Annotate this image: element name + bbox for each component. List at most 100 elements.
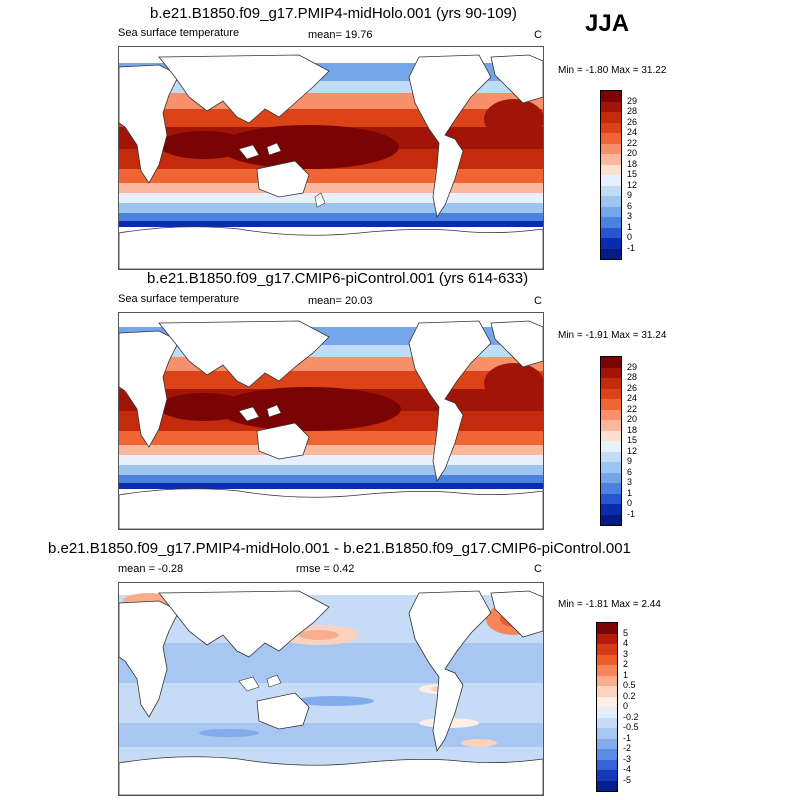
colorbar-tick-label: -1 xyxy=(627,242,636,253)
panel1-title: b.e21.B1850.f09_g17.PMIP4-midHolo.001 (y… xyxy=(150,5,517,22)
colorbar-tick-label: 0 xyxy=(623,701,629,711)
asia-land xyxy=(158,320,330,388)
colorbar-swatch xyxy=(601,143,621,154)
colorbar-tick-label: 26 xyxy=(627,382,638,393)
colorbar-swatch xyxy=(601,185,621,196)
panel1-sst-map xyxy=(118,46,544,270)
colorbar-swatch xyxy=(597,717,617,728)
panel3-colorbar-swatches xyxy=(596,622,618,792)
colorbar-tick-label: 22 xyxy=(627,137,638,148)
colorbar-tick-label: -3 xyxy=(623,753,632,764)
colorbar-tick-label: 18 xyxy=(627,158,638,169)
colorbar-swatch xyxy=(597,728,617,739)
colorbar-swatch xyxy=(601,101,621,112)
colorbar-swatch xyxy=(601,504,621,515)
colorbar-tick-label: 0 xyxy=(627,232,633,242)
colorbar-swatch xyxy=(601,133,621,144)
colorbar-tick-label: 20 xyxy=(627,148,638,158)
colorbar-swatch xyxy=(597,665,617,676)
colorbar-swatch xyxy=(601,227,621,238)
colorbar-tick-label: 15 xyxy=(627,435,638,445)
antarctica-land xyxy=(119,488,543,529)
australia-land xyxy=(256,160,310,198)
colorbar-tick-label: -2 xyxy=(623,743,632,753)
panel2-units-label: C xyxy=(534,295,542,307)
panel3-difference-map xyxy=(118,582,544,796)
colorbar-swatch xyxy=(601,514,621,525)
antarctica-land xyxy=(119,756,543,795)
colorbar-tick-label: 6 xyxy=(627,466,633,477)
colorbar-tick-label: 24 xyxy=(627,127,638,137)
colorbar-tick-label: 29 xyxy=(627,361,638,372)
americas-land xyxy=(408,320,492,483)
colorbar-tick-label: 0 xyxy=(627,498,633,508)
colorbar-tick-label: 0.5 xyxy=(623,680,636,690)
colorbar-swatch xyxy=(597,675,617,686)
colorbar-swatch xyxy=(597,707,617,718)
panel3-mean-label: mean = -0.28 xyxy=(118,563,184,575)
colorbar-swatch xyxy=(601,388,621,399)
colorbar-swatch xyxy=(601,164,621,175)
colorbar-tick-label: 1 xyxy=(627,487,633,498)
panel1-mean-label: mean= 19.76 xyxy=(308,29,373,41)
colorbar-tick-label: -5 xyxy=(623,774,632,785)
panel3-minmax-label: Min = -1.81 Max = 2.44 xyxy=(558,599,661,610)
antarctic-cold-band xyxy=(119,219,543,227)
colorbar-tick-label: 3 xyxy=(623,648,629,659)
colorbar-tick-label: 12 xyxy=(627,445,638,456)
panel2-variable-label: Sea surface temperature xyxy=(118,293,240,305)
colorbar-swatch xyxy=(601,399,621,410)
panel1-minmax-label: Min = -1.80 Max = 31.22 xyxy=(558,65,667,76)
colorbar-swatch xyxy=(601,451,621,462)
americas-land xyxy=(408,54,492,219)
colorbar-swatch xyxy=(601,420,621,431)
colorbar-swatch xyxy=(601,483,621,494)
colorbar-swatch xyxy=(597,780,617,791)
colorbar-tick-label: 15 xyxy=(627,169,638,179)
panel2-sst-map xyxy=(118,312,544,530)
colorbar-tick-label: 2 xyxy=(623,659,629,669)
colorbar-tick-label: 18 xyxy=(627,424,638,435)
colorbar-swatch xyxy=(597,749,617,760)
colorbar-tick-label: 0.2 xyxy=(623,690,636,701)
colorbar-tick-label: -1 xyxy=(623,732,632,743)
colorbar-tick-label: 5 xyxy=(623,627,629,638)
colorbar-swatch xyxy=(601,196,621,207)
colorbar-swatch xyxy=(601,430,621,441)
colorbar-tick-label: 3 xyxy=(627,477,633,487)
asia-land xyxy=(158,590,330,658)
colorbar-tick-label: 9 xyxy=(627,456,633,466)
colorbar-swatch xyxy=(601,493,621,504)
panel2-minmax-label: Min = -1.91 Max = 31.24 xyxy=(558,330,667,341)
colorbar-swatch xyxy=(601,357,621,368)
asia-land xyxy=(158,54,330,124)
colorbar-tick-label: 1 xyxy=(627,221,633,232)
colorbar-swatch xyxy=(601,112,621,123)
panel2-mean-label: mean= 20.03 xyxy=(308,295,373,307)
colorbar-swatch xyxy=(601,175,621,186)
australia-land xyxy=(256,422,310,460)
colorbar-tick-label: 26 xyxy=(627,116,638,127)
colorbar-tick-label: -4 xyxy=(623,764,632,774)
colorbar-swatch xyxy=(597,633,617,644)
panel1-colorbar-swatches xyxy=(600,90,622,260)
colorbar-swatch xyxy=(597,738,617,749)
panel3-units-label: C xyxy=(534,563,542,575)
colorbar-swatch xyxy=(601,91,621,102)
colorbar-tick-label: 1 xyxy=(623,669,629,680)
panel1-units-label: C xyxy=(534,29,542,41)
australia-land xyxy=(256,692,310,730)
panel3-title: b.e21.B1850.f09_g17.PMIP4-midHolo.001 - … xyxy=(48,540,631,557)
colorbar-tick-label: 24 xyxy=(627,393,638,403)
panel2-title: b.e21.B1850.f09_g17.CMIP6-piControl.001 … xyxy=(147,270,529,287)
colorbar-swatch xyxy=(597,654,617,665)
colorbar-swatch xyxy=(601,238,621,249)
colorbar-swatch xyxy=(597,770,617,781)
colorbar-tick-label: 28 xyxy=(627,106,638,116)
panel2-colorbar-swatches xyxy=(600,356,622,526)
colorbar-tick-label: 28 xyxy=(627,372,638,382)
colorbar-tick-label: 20 xyxy=(627,414,638,424)
colorbar-swatch xyxy=(601,217,621,228)
colorbar-swatch xyxy=(601,472,621,483)
panel3-rmse-label: rmse = 0.42 xyxy=(296,563,355,575)
